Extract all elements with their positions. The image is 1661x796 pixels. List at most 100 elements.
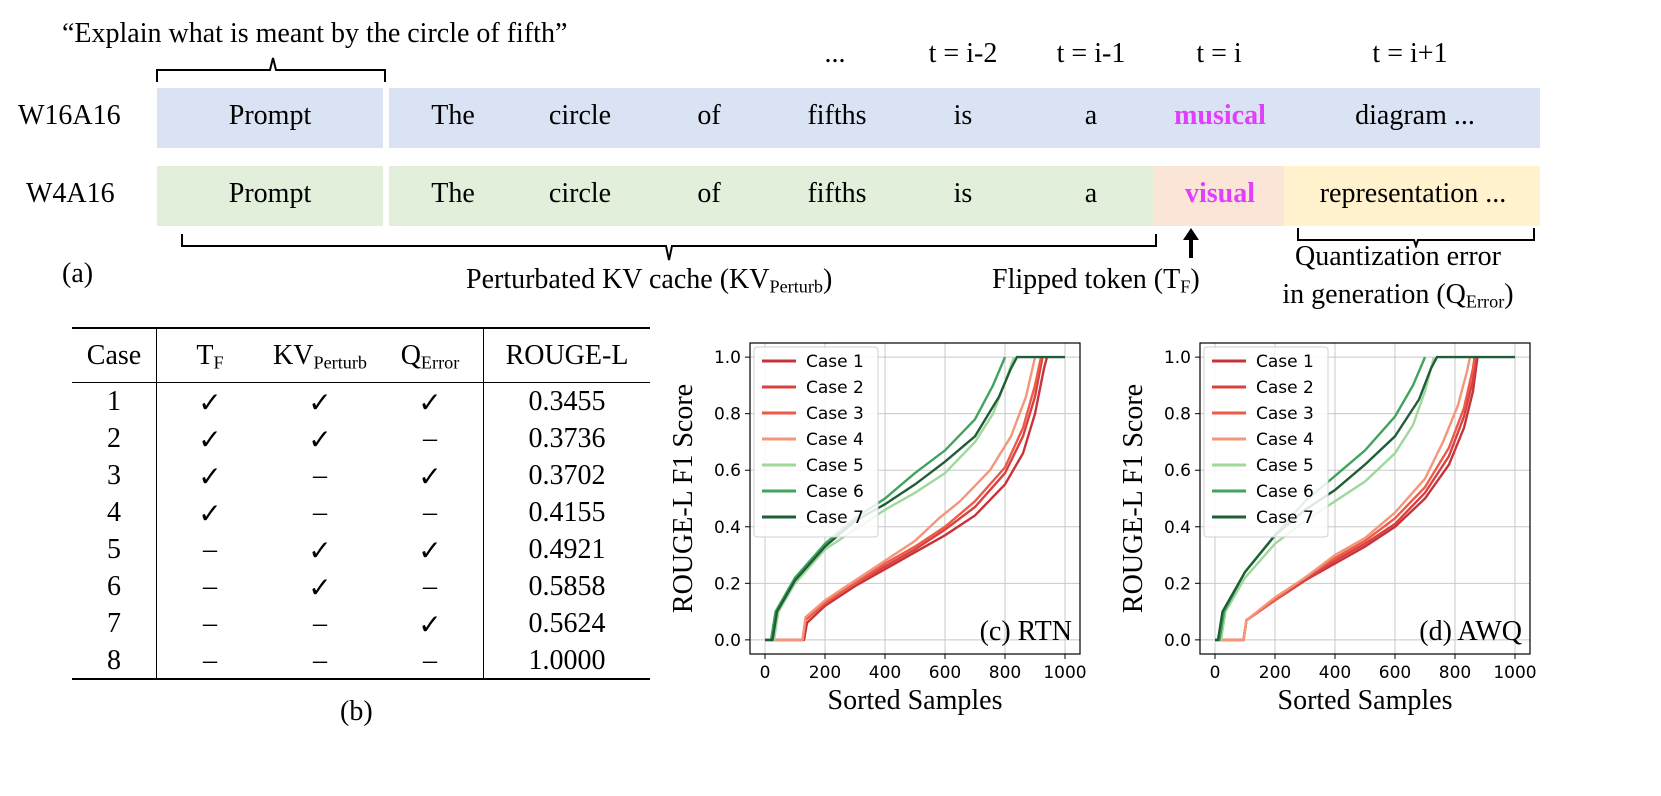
y-axis-label: ROUGE-L F1 Score bbox=[1118, 384, 1149, 613]
row1-token: is bbox=[908, 100, 1018, 132]
td-case: 6 bbox=[72, 571, 156, 603]
x-axis-label: Sorted Samples bbox=[1278, 685, 1453, 716]
td-case: 2 bbox=[72, 423, 156, 455]
td-rouge: 0.3455 bbox=[484, 386, 650, 418]
row2-prompt: Prompt bbox=[157, 178, 383, 210]
th-case: Case bbox=[72, 340, 156, 372]
td-q: – bbox=[385, 645, 475, 677]
td-q: ✓ bbox=[385, 608, 475, 642]
prompt-quote: “Explain what is meant by the circle of … bbox=[62, 18, 567, 50]
x-tick-label: 600 bbox=[1379, 663, 1411, 683]
td-tf: – bbox=[170, 534, 250, 566]
x-tick-label: 1000 bbox=[1043, 663, 1086, 683]
row1-token: a bbox=[1036, 100, 1146, 132]
time-header-i-1: t = i-1 bbox=[1036, 38, 1146, 70]
td-tf: ✓ bbox=[170, 423, 250, 457]
row1-prompt: Prompt bbox=[157, 100, 383, 132]
legend-label: Case 7 bbox=[1256, 508, 1314, 528]
x-tick-label: 400 bbox=[1319, 663, 1351, 683]
row1-token: The bbox=[398, 100, 508, 132]
x-tick-label: 400 bbox=[869, 663, 901, 683]
td-tf: – bbox=[170, 608, 250, 640]
kv-brace bbox=[180, 232, 1160, 264]
legend-label: Case 7 bbox=[806, 508, 864, 528]
row2-token: The bbox=[398, 178, 508, 210]
x-tick-label: 800 bbox=[989, 663, 1021, 683]
x-tick-label: 800 bbox=[1439, 663, 1471, 683]
table-bottom-rule bbox=[72, 678, 650, 680]
legend-label: Case 6 bbox=[806, 482, 864, 502]
td-case: 3 bbox=[72, 460, 156, 492]
y-tick-label: 1.0 bbox=[1164, 348, 1191, 368]
td-kv: ✓ bbox=[255, 386, 385, 420]
td-tf: ✓ bbox=[170, 386, 250, 420]
x-tick-label: 600 bbox=[929, 663, 961, 683]
time-header-ellipsis: ... bbox=[780, 38, 890, 70]
x-tick-label: 0 bbox=[1210, 663, 1221, 683]
prompt-brace bbox=[155, 52, 387, 84]
row1-token-musical: musical bbox=[1155, 100, 1285, 132]
legend-label: Case 2 bbox=[806, 378, 864, 398]
y-tick-label: 0.6 bbox=[714, 461, 741, 481]
td-q: – bbox=[385, 497, 475, 529]
row1-token: circle bbox=[525, 100, 635, 132]
y-tick-label: 0.2 bbox=[1164, 574, 1191, 594]
legend-label: Case 5 bbox=[1256, 456, 1314, 476]
row2-token: circle bbox=[525, 178, 635, 210]
legend-label: Case 4 bbox=[806, 430, 864, 450]
legend-label: Case 6 bbox=[1256, 482, 1314, 502]
td-rouge: 0.3702 bbox=[484, 460, 650, 492]
legend-label: Case 5 bbox=[806, 456, 864, 476]
td-rouge: 0.5858 bbox=[484, 571, 650, 603]
td-q: – bbox=[385, 571, 475, 603]
qerr-label: Quantization error in generation (QError… bbox=[1266, 238, 1530, 321]
chart-title: (c) RTN bbox=[980, 616, 1072, 647]
th-kv: KVPerturb bbox=[255, 340, 385, 374]
kv-perturb-label: Perturbated KV cache (KVPerturb) bbox=[466, 264, 832, 298]
td-tf: – bbox=[170, 571, 250, 603]
y-tick-label: 0.0 bbox=[714, 631, 741, 651]
table-vrule-1 bbox=[156, 327, 157, 680]
td-kv: – bbox=[255, 460, 385, 492]
row2-token: representation ... bbox=[1288, 178, 1538, 210]
row-label-w4a16: W4A16 bbox=[26, 178, 115, 210]
td-rouge: 0.4921 bbox=[484, 534, 650, 566]
td-rouge: 0.5624 bbox=[484, 608, 650, 640]
row1-token: diagram ... bbox=[1300, 100, 1530, 132]
td-tf: ✓ bbox=[170, 460, 250, 494]
legend-label: Case 3 bbox=[1256, 404, 1314, 424]
legend-label: Case 1 bbox=[1256, 352, 1314, 372]
td-rouge: 1.0000 bbox=[484, 645, 650, 677]
y-tick-label: 0.8 bbox=[714, 405, 741, 425]
td-kv: – bbox=[255, 608, 385, 640]
time-header-i: t = i bbox=[1164, 38, 1274, 70]
y-tick-label: 0.4 bbox=[1164, 518, 1191, 538]
row-label-w16a16: W16A16 bbox=[18, 100, 121, 132]
time-header-i+1: t = i+1 bbox=[1350, 38, 1470, 70]
td-case: 5 bbox=[72, 534, 156, 566]
up-arrow-icon bbox=[1180, 226, 1202, 260]
td-kv: – bbox=[255, 497, 385, 529]
td-kv: – bbox=[255, 645, 385, 677]
x-tick-label: 200 bbox=[809, 663, 841, 683]
x-axis-label: Sorted Samples bbox=[828, 685, 1003, 716]
chart-rtn: 0 200 400 600 800 10000.00.20.40.60.81.0Sorte… bbox=[655, 325, 1095, 735]
td-tf: ✓ bbox=[170, 497, 250, 531]
td-kv: ✓ bbox=[255, 423, 385, 457]
y-tick-label: 0.6 bbox=[1164, 461, 1191, 481]
x-tick-label: 1000 bbox=[1493, 663, 1536, 683]
legend-label: Case 1 bbox=[806, 352, 864, 372]
td-tf: – bbox=[170, 645, 250, 677]
td-rouge: 0.4155 bbox=[484, 497, 650, 529]
table-header-rule bbox=[72, 382, 650, 383]
panel-b-label: (b) bbox=[340, 696, 373, 728]
legend-label: Case 2 bbox=[1256, 378, 1314, 398]
x-tick-label: 0 bbox=[760, 663, 771, 683]
y-tick-label: 0.4 bbox=[714, 518, 741, 538]
legend-label: Case 3 bbox=[806, 404, 864, 424]
row2-token-visual: visual bbox=[1155, 178, 1285, 210]
td-case: 1 bbox=[72, 386, 156, 418]
td-q: ✓ bbox=[385, 460, 475, 494]
y-tick-label: 0.8 bbox=[1164, 405, 1191, 425]
row1-token: fifths bbox=[782, 100, 892, 132]
